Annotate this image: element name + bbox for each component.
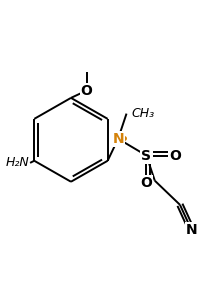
Text: N: N xyxy=(186,223,197,237)
Text: O: O xyxy=(140,176,152,190)
Text: N: N xyxy=(112,132,124,146)
Text: S: S xyxy=(141,149,151,162)
Text: O: O xyxy=(169,149,181,162)
Text: O: O xyxy=(81,84,93,98)
Text: CH₃: CH₃ xyxy=(132,107,155,120)
Text: H₂N: H₂N xyxy=(5,156,29,169)
